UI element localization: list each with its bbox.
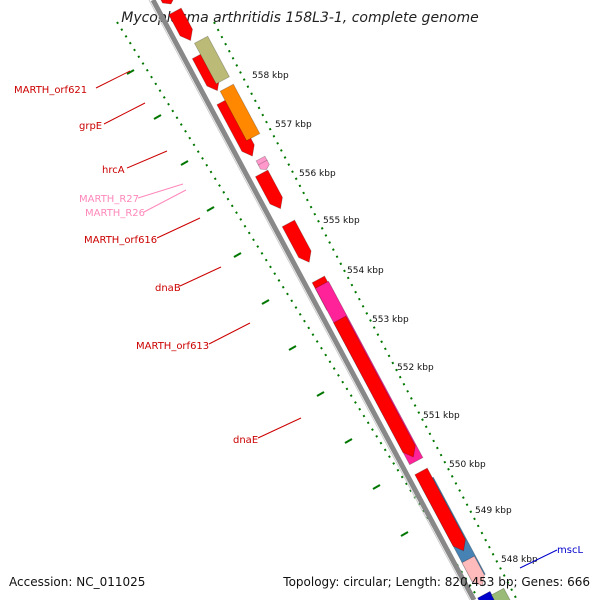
tick-mark [344,438,353,444]
label-leader-line [156,217,201,239]
scale-label: 549 kbp [475,506,512,516]
map-title: Mycoplasma arthritidis 158L3-1, complete… [121,10,479,26]
major-ticks [126,69,409,537]
gene-label: dnaE [233,435,258,446]
gene-label: MARTH_R26 [85,208,145,219]
tick-mark [180,160,189,166]
scale-label: 558 kbp [252,71,289,81]
scale-label: 556 kbp [299,169,336,179]
gene-feature-red [160,0,174,5]
label-leader-line [257,417,302,439]
gene-label: MARTH_R27 [79,194,139,205]
tick-mark [233,252,242,258]
gene-label: hrcA [102,165,125,176]
tick-mark [316,391,325,397]
gene-feature-rna [257,159,270,171]
tick-mark [400,531,409,537]
tick-mark [153,114,162,120]
label-leader-line [137,183,184,199]
topology-text: Topology: circular; Length: 820,453 bp; … [283,575,590,589]
gene-label: mscL [557,545,583,556]
label-leader-line [179,266,222,287]
gene-feature-pink [461,555,485,587]
label-leader-line [143,189,187,213]
gene-feature-red [414,467,466,552]
label-leader-line [103,102,146,125]
gene-feature-hrcA [219,83,261,142]
gene-feature-mscL [477,590,496,600]
genome-backbone [148,0,477,600]
tick-mark [206,206,215,212]
tick-mark [261,299,270,305]
gene-feature-green [490,587,511,600]
gene-feature-red [281,219,312,263]
tick-track-outer [213,21,517,599]
scale-label: 554 kbp [347,266,384,276]
scale-label: 548 kbp [501,555,538,565]
scale-label: 550 kbp [449,460,486,470]
scale-label: 553 kbp [372,315,409,325]
label-leader-line [519,549,558,569]
gene-feature-red [333,315,416,458]
gene-features [160,0,511,600]
gene-label: MARTH_orf613 [136,341,209,352]
tick-mark [372,484,381,490]
gene-feature-red [168,7,193,42]
gene-label: MARTH_orf616 [84,235,157,246]
tick-mark [288,345,297,351]
gene-label: dnaB [155,283,181,294]
scale-labels: 558 kbp 557 kbp 556 kbp 555 kbp 554 kbp 553 k… [252,71,538,565]
scale-label: 551 kbp [423,411,460,421]
scale-label: 555 kbp [323,216,360,226]
scale-label: 557 kbp [275,120,312,130]
gene-labels: MARTH_orf621 grpE hrcA MARTH_R27 MARTH_R26 MA… [14,70,583,569]
label-leader-line [208,322,251,345]
tick-track-inner [116,21,479,599]
label-leader-line [126,150,168,169]
topology-value: Topology: circular; Length: 820,453 bp; … [283,575,590,589]
accession-text: Accession: NC_011025 [9,575,146,589]
gene-feature-grpE [193,35,230,85]
gene-label: MARTH_orf621 [14,85,87,96]
label-leader-line [95,70,131,89]
tick-mark [126,69,135,75]
gene-feature-red [254,169,283,210]
scale-label: 552 kbp [397,363,434,373]
gene-label: grpE [79,121,102,132]
